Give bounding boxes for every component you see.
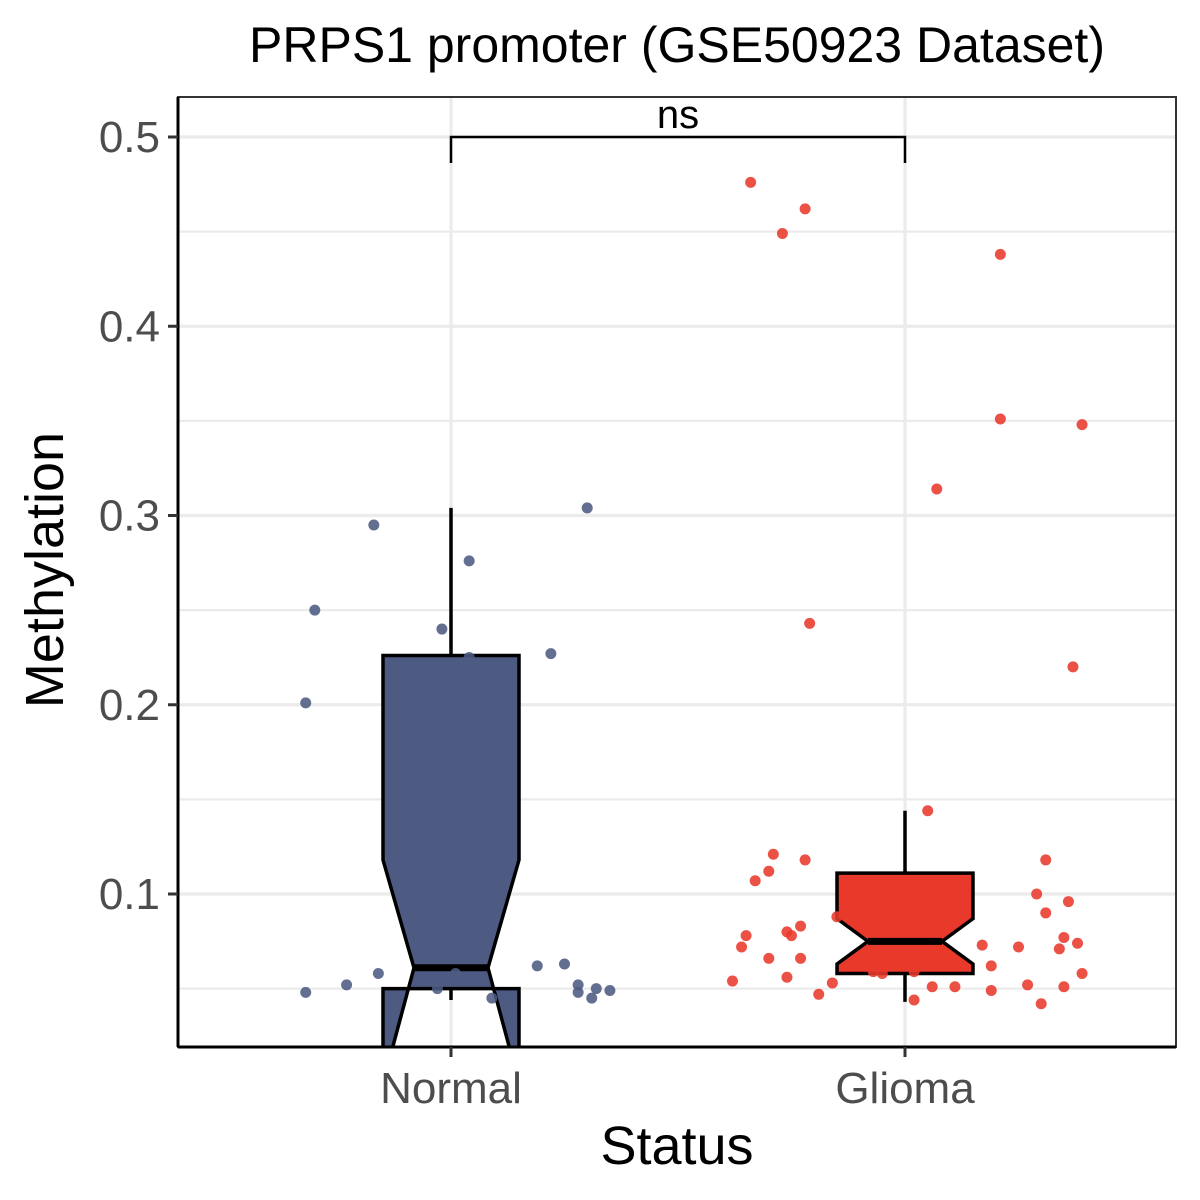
data-point-glioma — [1053, 943, 1065, 955]
data-point-normal — [531, 960, 543, 972]
data-point-normal — [590, 983, 602, 995]
data-point-glioma — [1040, 907, 1052, 919]
data-point-glioma — [949, 981, 961, 993]
data-point-glioma — [876, 967, 888, 979]
data-point-glioma — [1058, 932, 1070, 944]
data-point-normal — [463, 651, 475, 663]
data-point-glioma — [799, 203, 811, 215]
data-point-normal — [586, 992, 598, 1004]
data-point-glioma — [1062, 896, 1074, 908]
data-point-normal — [450, 967, 462, 979]
data-point-normal — [300, 697, 312, 709]
data-point-normal — [372, 967, 384, 979]
data-point-glioma — [786, 930, 797, 942]
data-point-glioma — [985, 985, 997, 997]
data-point-glioma — [1058, 981, 1070, 993]
data-point-glioma — [1013, 941, 1024, 953]
significance-bracket — [449, 135, 907, 163]
y-tick-label: 0.2 — [99, 681, 160, 730]
data-point-glioma — [740, 930, 752, 942]
data-point-normal — [436, 623, 448, 635]
axes: 0.1 0.2 0.3 0.4 0.5 Normal Glioma — [99, 97, 1176, 1113]
data-point-normal — [559, 958, 570, 970]
x-tick-label-normal: Normal — [380, 1064, 522, 1113]
data-point-glioma — [994, 413, 1006, 425]
y-tick-label: 0.4 — [99, 302, 160, 351]
data-point-normal — [572, 979, 584, 991]
point-layer — [300, 176, 1088, 1010]
box-glioma — [835, 871, 975, 976]
data-point-glioma — [776, 228, 788, 240]
data-point-glioma — [763, 952, 775, 964]
y-tick-label: 0.3 — [99, 492, 160, 541]
data-point-normal — [581, 502, 593, 514]
data-point-glioma — [1035, 998, 1047, 1010]
x-axis-title: Status — [600, 1116, 753, 1176]
data-point-glioma — [831, 911, 843, 923]
data-point-glioma — [908, 966, 920, 978]
grid-lines — [178, 97, 1176, 1047]
data-point-glioma — [926, 981, 938, 993]
annotation-layer: ns — [449, 93, 907, 163]
data-point-normal — [486, 992, 498, 1004]
data-point-glioma — [867, 966, 879, 978]
data-point-normal — [431, 983, 443, 995]
data-point-normal — [463, 555, 475, 567]
data-point-glioma — [781, 971, 793, 983]
data-point-glioma — [767, 848, 779, 860]
data-point-normal — [341, 979, 353, 991]
data-point-normal — [309, 604, 321, 616]
y-tick-label: 0.5 — [99, 113, 160, 162]
data-point-glioma — [799, 854, 811, 866]
data-point-glioma — [1072, 937, 1084, 949]
data-point-glioma — [745, 176, 757, 188]
significance-label: ns — [657, 93, 699, 137]
data-point-normal — [368, 519, 380, 531]
data-point-glioma — [994, 248, 1006, 260]
data-point-glioma — [795, 920, 807, 932]
y-axis-title: Methylation — [15, 432, 75, 708]
data-point-glioma — [826, 977, 838, 989]
x-tick-label-glioma: Glioma — [835, 1064, 975, 1113]
data-point-glioma — [1022, 979, 1034, 991]
data-point-normal — [300, 986, 312, 998]
box-layer — [381, 507, 975, 1047]
data-point-glioma — [985, 960, 997, 972]
data-point-glioma — [795, 952, 807, 964]
data-point-glioma — [813, 988, 825, 1000]
data-point-glioma — [922, 805, 934, 817]
y-tick-label: 0.1 — [99, 870, 160, 919]
data-point-glioma — [749, 875, 761, 887]
data-point-normal — [572, 986, 584, 998]
data-point-normal — [545, 648, 557, 660]
box-normal — [381, 653, 521, 1047]
panel-border — [177, 96, 1177, 1048]
data-point-glioma — [1031, 888, 1043, 900]
data-point-glioma — [1076, 967, 1088, 979]
data-point-glioma — [1076, 419, 1088, 431]
data-point-normal — [604, 985, 616, 997]
data-point-glioma — [726, 975, 738, 987]
data-point-glioma — [736, 941, 748, 953]
data-point-glioma — [976, 939, 988, 951]
data-point-glioma — [804, 617, 816, 629]
data-point-glioma — [1067, 661, 1079, 673]
chart-title: PRPS1 promoter (GSE50923 Dataset) — [249, 17, 1105, 73]
data-point-glioma — [908, 994, 920, 1006]
data-point-glioma — [931, 483, 943, 495]
data-point-glioma — [763, 865, 775, 877]
data-point-glioma — [1040, 854, 1052, 866]
